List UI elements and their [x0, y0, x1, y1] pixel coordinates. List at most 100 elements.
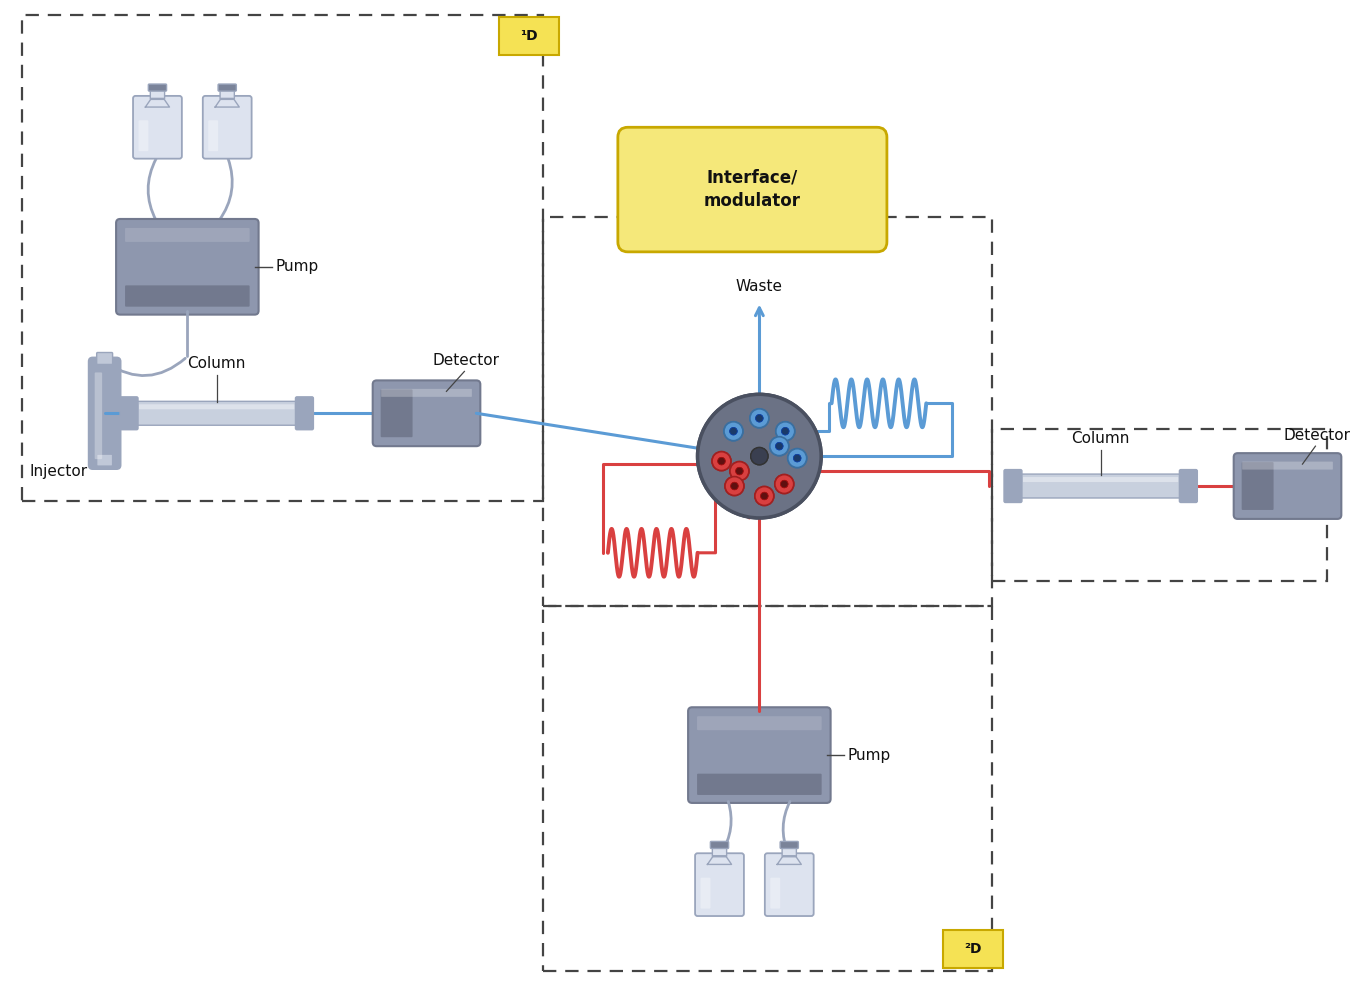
FancyBboxPatch shape [780, 841, 798, 848]
Circle shape [718, 457, 725, 465]
Circle shape [730, 462, 749, 481]
Circle shape [729, 427, 737, 435]
Polygon shape [215, 98, 240, 107]
FancyBboxPatch shape [209, 120, 218, 152]
Circle shape [775, 442, 783, 450]
Circle shape [751, 448, 768, 465]
FancyBboxPatch shape [381, 389, 412, 437]
Circle shape [724, 422, 743, 441]
Circle shape [776, 422, 795, 441]
Text: ²D: ²D [963, 942, 981, 956]
FancyBboxPatch shape [696, 716, 821, 730]
FancyBboxPatch shape [1179, 470, 1198, 502]
FancyBboxPatch shape [138, 120, 149, 152]
Circle shape [736, 468, 743, 475]
Circle shape [711, 452, 730, 471]
Circle shape [760, 493, 768, 499]
FancyBboxPatch shape [88, 358, 121, 469]
FancyBboxPatch shape [117, 219, 259, 314]
Text: Column: Column [187, 357, 247, 372]
Circle shape [749, 409, 768, 428]
FancyBboxPatch shape [150, 88, 164, 99]
FancyBboxPatch shape [218, 84, 236, 91]
FancyBboxPatch shape [618, 127, 888, 252]
Text: Injector: Injector [30, 464, 88, 479]
Circle shape [782, 427, 789, 435]
Circle shape [755, 487, 774, 505]
Text: Detector: Detector [432, 354, 500, 369]
Circle shape [770, 437, 789, 456]
Circle shape [775, 475, 794, 494]
FancyBboxPatch shape [133, 401, 301, 425]
FancyBboxPatch shape [1241, 462, 1274, 510]
Circle shape [749, 409, 768, 428]
FancyBboxPatch shape [1004, 470, 1022, 502]
Polygon shape [707, 856, 732, 864]
Circle shape [755, 487, 774, 505]
Text: Interface/
modulator: Interface/ modulator [703, 168, 801, 210]
Circle shape [724, 422, 743, 441]
FancyBboxPatch shape [96, 454, 112, 466]
Circle shape [782, 427, 789, 435]
Circle shape [698, 394, 821, 518]
Circle shape [698, 394, 821, 518]
Text: Pump: Pump [847, 747, 890, 763]
Circle shape [794, 454, 801, 462]
Circle shape [711, 452, 730, 471]
Circle shape [775, 475, 794, 494]
FancyBboxPatch shape [764, 853, 813, 916]
Circle shape [751, 448, 768, 465]
FancyBboxPatch shape [696, 774, 821, 795]
FancyBboxPatch shape [96, 353, 112, 365]
Polygon shape [145, 98, 169, 107]
Circle shape [725, 477, 744, 496]
FancyBboxPatch shape [1023, 477, 1179, 482]
Circle shape [787, 449, 806, 468]
Circle shape [756, 414, 763, 422]
Circle shape [730, 483, 738, 490]
FancyBboxPatch shape [203, 96, 252, 159]
FancyBboxPatch shape [125, 228, 249, 242]
FancyBboxPatch shape [133, 96, 182, 159]
Text: Pump: Pump [275, 260, 318, 275]
Circle shape [730, 462, 749, 481]
FancyBboxPatch shape [220, 88, 234, 99]
Circle shape [770, 437, 789, 456]
FancyBboxPatch shape [695, 853, 744, 916]
FancyBboxPatch shape [140, 404, 294, 409]
FancyBboxPatch shape [95, 373, 102, 459]
FancyBboxPatch shape [499, 17, 560, 55]
Circle shape [787, 449, 806, 468]
FancyBboxPatch shape [782, 845, 797, 857]
FancyBboxPatch shape [373, 381, 480, 446]
Circle shape [718, 457, 725, 465]
FancyBboxPatch shape [943, 931, 1003, 968]
Circle shape [776, 422, 795, 441]
FancyBboxPatch shape [770, 878, 780, 909]
Circle shape [780, 481, 789, 488]
Text: Detector: Detector [1285, 428, 1351, 443]
FancyBboxPatch shape [121, 396, 138, 430]
Text: Waste: Waste [736, 278, 783, 293]
Circle shape [760, 493, 768, 499]
FancyBboxPatch shape [295, 396, 313, 430]
FancyBboxPatch shape [1243, 462, 1333, 470]
FancyBboxPatch shape [381, 388, 472, 396]
FancyBboxPatch shape [125, 285, 249, 306]
Circle shape [794, 454, 801, 462]
Polygon shape [778, 856, 801, 864]
Circle shape [729, 427, 737, 435]
Circle shape [730, 483, 738, 490]
Text: Column: Column [1072, 431, 1130, 446]
Circle shape [775, 442, 783, 450]
Text: ¹D: ¹D [520, 29, 538, 43]
FancyBboxPatch shape [710, 841, 729, 848]
FancyBboxPatch shape [1018, 474, 1184, 498]
FancyBboxPatch shape [713, 845, 726, 857]
FancyBboxPatch shape [1233, 453, 1341, 519]
Circle shape [725, 477, 744, 496]
Circle shape [756, 414, 763, 422]
FancyBboxPatch shape [701, 878, 710, 909]
FancyBboxPatch shape [148, 84, 167, 91]
Circle shape [780, 481, 789, 488]
